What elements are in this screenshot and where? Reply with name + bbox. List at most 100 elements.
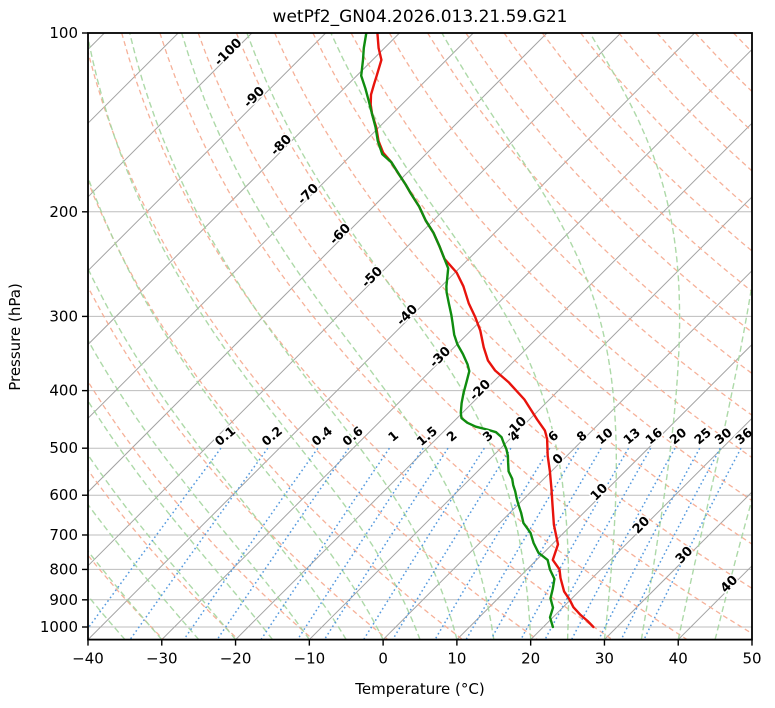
mixing-ratio-line (434, 447, 551, 640)
mixing-ratio-line (570, 447, 676, 640)
y-axis-label: Pressure (hPa) (6, 283, 24, 391)
moist-adiabat-lines (88, 33, 752, 640)
mixing-ratio-line (183, 447, 319, 640)
x-tick-label: −20 (220, 650, 252, 668)
dry-adiabat-line (733, 33, 752, 53)
mixing-ratio-line (129, 447, 269, 640)
dewpoint-curve (360, 33, 556, 629)
isotherm-label: -40 (394, 302, 421, 329)
isotherm-line (235, 122, 752, 640)
dry-adiabat-lines (88, 33, 752, 640)
isotherm-line (382, 269, 752, 640)
isobar-gridlines (88, 33, 752, 628)
mixing-ratio-label: 13 (620, 425, 643, 448)
mixing-ratio-label: 1 (385, 427, 401, 444)
moist-adiabat-line (88, 399, 274, 640)
moist-adiabat-line (129, 33, 458, 640)
isotherm-label: 40 (718, 573, 741, 596)
y-tick-label: 900 (49, 591, 78, 609)
mixing-ratio-label: 1.5 (414, 423, 441, 449)
dry-adiabat-line (121, 33, 613, 640)
dry-adiabat-line (159, 33, 688, 640)
isotherm-label: 10 (588, 481, 611, 504)
mixing-ratio-label: 16 (642, 424, 665, 447)
y-tick-label: 200 (49, 203, 78, 221)
mixing-ratio-line (620, 447, 721, 640)
isotherm-label: 20 (630, 514, 653, 537)
isotherm-lines (88, 33, 752, 640)
x-axis-label: Temperature (°C) (354, 680, 484, 698)
x-tick-label: −30 (146, 650, 178, 668)
isotherm-line (88, 33, 474, 420)
mixing-ratio-lines (88, 447, 742, 640)
isotherm-line (88, 33, 695, 640)
isotherm-line (308, 196, 752, 640)
isotherm-label: -60 (327, 221, 354, 248)
dry-adiabat-line (388, 33, 752, 417)
x-tick-label: 50 (742, 650, 761, 668)
moist-adiabat-line (88, 34, 421, 640)
isotherm-line (88, 33, 327, 272)
mixing-ratio-line (363, 447, 485, 640)
dry-adiabat-line (350, 33, 752, 459)
isotherm-label: -50 (359, 264, 386, 291)
y-tick-label: 600 (49, 486, 78, 504)
mixing-ratio-line (544, 447, 652, 640)
dry-adiabat-line (656, 33, 752, 133)
x-tick-label: 30 (595, 650, 614, 668)
y-tick-label: 100 (49, 24, 78, 42)
dry-adiabat-line (694, 33, 752, 93)
isotherm-label: 30 (673, 544, 696, 567)
dry-adiabat-line (541, 33, 752, 252)
isotherm-line (530, 417, 752, 640)
moist-adiabat-line (246, 33, 532, 640)
dry-adiabat-line (88, 380, 314, 640)
dry-adiabat-line (618, 33, 752, 172)
mixing-ratio-line (465, 447, 580, 640)
dry-adiabat-line (274, 33, 752, 545)
dry-adiabat-line (427, 33, 752, 375)
mixing-ratio-line (260, 447, 391, 640)
mixing-ratio-line (520, 447, 630, 640)
isotherm-line (88, 33, 548, 493)
isotherm-line (88, 33, 622, 567)
x-tick-label: 10 (447, 650, 466, 668)
x-tick-label: −10 (294, 650, 326, 668)
mixing-ratio-line (216, 447, 350, 640)
isotherm-line (456, 343, 752, 640)
mixing-ratio-line (490, 447, 602, 640)
moist-adiabat-line (88, 267, 347, 640)
y-tick-label: 500 (49, 439, 78, 457)
isotherm-label: -70 (295, 181, 322, 208)
y-tick-label: 400 (49, 382, 78, 400)
plot-title: wetPf2_GN04.2026.013.21.59.G21 (273, 7, 568, 27)
moist-adiabat-line (88, 453, 237, 640)
y-tick-label: 1000 (40, 618, 78, 636)
moist-adiabat-line (181, 33, 495, 640)
isotherm-line (161, 48, 752, 640)
dry-adiabat-line (88, 468, 239, 640)
dry-adiabat-line (312, 33, 752, 502)
y-tick-label: 800 (49, 560, 78, 578)
dry-adiabat-line (503, 33, 752, 293)
isotherm-line (88, 33, 253, 198)
y-tick-label: 300 (49, 307, 78, 325)
x-tick-label: 0 (378, 650, 388, 668)
mixing-ratio-line (88, 447, 222, 630)
dry-adiabat-line (88, 179, 463, 640)
moist-adiabat-line (714, 496, 752, 640)
mixing-ratio-label: 20 (666, 424, 689, 447)
moist-adiabat-line (88, 503, 200, 640)
x-tick-label: 40 (669, 650, 688, 668)
dry-adiabat-line (88, 554, 164, 640)
y-tick-label: 700 (49, 526, 78, 544)
dry-adiabat-line (88, 285, 389, 640)
isotherm-line (677, 565, 752, 640)
dry-adiabat-line (197, 33, 752, 635)
isotherm-line (88, 33, 400, 346)
dry-adiabat-line (235, 33, 752, 590)
axis-ticks: −40 −30 −20 −10 0 10 20 30 40 50 100 200 300 400 500 60… (40, 24, 762, 668)
isotherm-line (604, 491, 752, 640)
